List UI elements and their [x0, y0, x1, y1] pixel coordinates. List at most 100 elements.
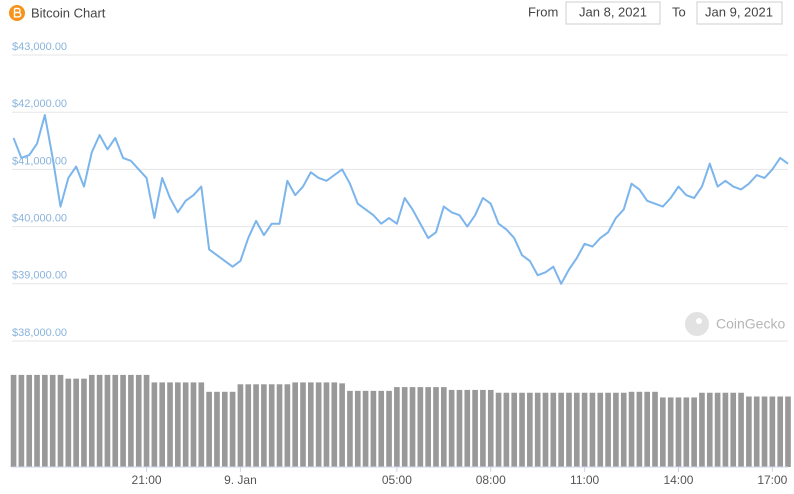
volume-bar	[128, 374, 134, 467]
y-tick-label: $38,000.00	[12, 327, 67, 339]
volume-bar	[628, 391, 635, 467]
volume-bar	[96, 374, 103, 467]
volume-bar	[81, 378, 87, 467]
volume-bar	[143, 374, 150, 467]
chart-title: Bitcoin Chart	[31, 5, 106, 20]
x-tick-label: 17:00	[757, 473, 787, 487]
volume-bar	[386, 390, 392, 467]
watermark-icon	[685, 312, 709, 336]
bitcoin-icon-glyph	[13, 7, 22, 18]
volume-bar	[683, 397, 690, 467]
to-date-input[interactable]	[696, 1, 783, 25]
volume-bar	[261, 384, 267, 467]
volume-bar	[175, 382, 181, 467]
volume-bar	[10, 374, 17, 467]
volume-bar	[433, 387, 439, 467]
volume-bar	[738, 392, 744, 467]
volume-bar	[347, 390, 353, 467]
volume-bar	[589, 392, 596, 467]
volume-bar	[323, 382, 330, 467]
volume-bar	[401, 387, 408, 467]
volume-bar	[315, 382, 322, 467]
volume-bar	[409, 387, 416, 467]
volume-bar	[722, 392, 729, 467]
volume-bar	[675, 397, 682, 467]
price-line	[12, 114, 789, 285]
volume-bar	[519, 392, 525, 467]
x-tick-label: 11:00	[570, 473, 599, 487]
y-tick-label: $40,000.00	[12, 213, 67, 225]
volume-bar	[198, 382, 205, 467]
volume-bar	[362, 390, 369, 467]
volume-bar	[503, 392, 510, 467]
volume-bar	[605, 392, 611, 467]
volume-bar	[18, 374, 25, 467]
x-tick-label: 9. Jan	[224, 473, 257, 487]
volume-bar	[57, 374, 64, 467]
volume-bar	[472, 389, 478, 467]
volume-bar	[417, 387, 424, 467]
volume-bar	[581, 392, 588, 467]
volume-bar	[777, 396, 783, 467]
volume-bar	[190, 382, 197, 467]
volume-bar	[769, 396, 776, 467]
volume-bar	[331, 382, 338, 467]
volume-bar	[746, 396, 752, 467]
volume-bar	[730, 392, 737, 467]
volume-bar	[761, 396, 768, 467]
volume-bar	[495, 392, 502, 467]
volume-bar	[660, 397, 666, 467]
volume-bar	[229, 391, 236, 467]
volume-bar	[394, 387, 400, 467]
volume-bar	[284, 384, 291, 467]
volume-bar	[706, 392, 713, 467]
volume-bar	[182, 382, 189, 467]
volume-bar	[699, 392, 705, 467]
volume-bar	[49, 374, 56, 467]
volume-bar	[151, 382, 158, 467]
to-date[interactable]: Jan 9, 2021	[705, 4, 773, 19]
volume-bar	[456, 389, 463, 467]
volume-bar	[206, 391, 212, 467]
volume-bar	[511, 392, 518, 467]
volume-bar	[34, 374, 40, 467]
volume-bar	[753, 396, 760, 467]
volume-bar	[652, 391, 658, 467]
watermark-icon-eye	[696, 318, 702, 324]
volume-bar	[378, 390, 385, 467]
volume-bar	[65, 378, 72, 467]
volume-bar	[691, 397, 697, 467]
volume-bar	[308, 382, 314, 467]
volume-bar	[440, 387, 447, 467]
volume-bar	[613, 392, 619, 467]
volume-bar	[573, 392, 580, 467]
x-tick-label: 05:00	[382, 473, 412, 487]
volume-bar	[135, 374, 142, 467]
volume-bar	[245, 384, 252, 467]
volume-bar	[112, 374, 119, 467]
volume-bar	[542, 392, 549, 467]
volume-bar	[339, 383, 345, 467]
x-tick-label: 21:00	[132, 473, 162, 487]
volume-bar	[636, 391, 643, 467]
volume-bar	[425, 387, 431, 467]
volume-bar	[597, 392, 604, 467]
volume-bar	[167, 382, 173, 467]
volume-bar	[566, 392, 572, 467]
watermark: CoinGecko	[716, 316, 785, 332]
volume-bar	[73, 378, 79, 467]
volume-bar	[644, 391, 651, 467]
from-date-input[interactable]	[565, 1, 661, 25]
volume-bar	[26, 374, 33, 467]
from-date[interactable]: Jan 8, 2021	[579, 4, 647, 19]
volume-bar	[480, 389, 486, 467]
volume-bar	[785, 396, 791, 467]
volume-bar	[464, 389, 471, 467]
volume-bar	[104, 374, 111, 467]
volume-bar	[268, 384, 275, 467]
from-label: From	[528, 4, 558, 19]
volume-bar	[714, 392, 721, 467]
volume-bar	[620, 392, 627, 467]
y-tick-label: $42,000.00	[12, 98, 67, 110]
